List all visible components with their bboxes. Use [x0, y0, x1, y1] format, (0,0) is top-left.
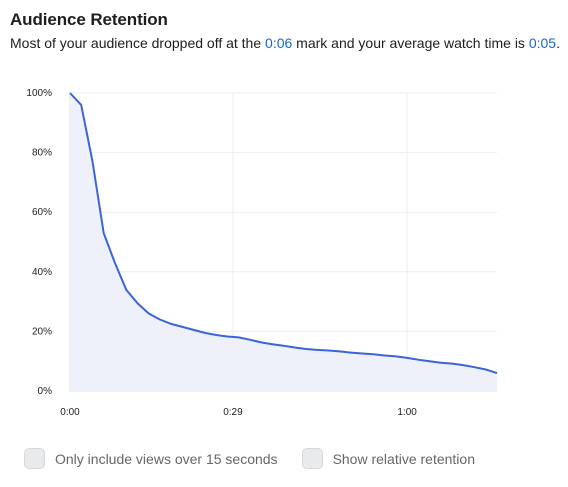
- y-tick-label: 20%: [32, 326, 52, 337]
- y-tick-label: 60%: [32, 207, 52, 218]
- relative-retention-label: Show relative retention: [332, 450, 475, 467]
- summary-middle: mark and your average watch time is: [292, 35, 529, 51]
- y-tick-label: 0%: [38, 386, 53, 397]
- views-over-15s-checkbox[interactable]: [24, 448, 45, 469]
- x-tick-label: 1:00: [397, 407, 417, 418]
- avg-watch-time-link[interactable]: 0:05: [528, 35, 557, 51]
- retention-chart: 0% 20% 40% 60% 80% 100% 0:00 0:29 1:00: [26, 88, 498, 418]
- relative-retention-toggle[interactable]: Show relative retention: [301, 448, 475, 469]
- y-tick-label: 80%: [32, 148, 52, 159]
- dropoff-time-link[interactable]: 0:06: [265, 35, 293, 51]
- page-title: Audience Retention: [10, 10, 168, 29]
- x-tick-label: 0:00: [60, 407, 80, 418]
- summary-suffix: .: [556, 35, 560, 51]
- chart-options: Only include views over 15 seconds Show …: [24, 448, 499, 469]
- summary-prefix: Most of your audience dropped off at the: [10, 35, 266, 51]
- views-over-15s-toggle[interactable]: Only include views over 15 seconds: [24, 448, 278, 469]
- x-tick-label: 0:29: [223, 407, 243, 418]
- retention-line: [69, 92, 498, 375]
- views-over-15s-label: Only include views over 15 seconds: [55, 450, 278, 467]
- retention-summary: Most of your audience dropped off at the…: [10, 35, 560, 51]
- relative-retention-checkbox[interactable]: [301, 448, 323, 469]
- retention-area: [70, 93, 497, 391]
- y-tick-label: 100%: [26, 88, 52, 99]
- y-tick-label: 40%: [32, 267, 52, 278]
